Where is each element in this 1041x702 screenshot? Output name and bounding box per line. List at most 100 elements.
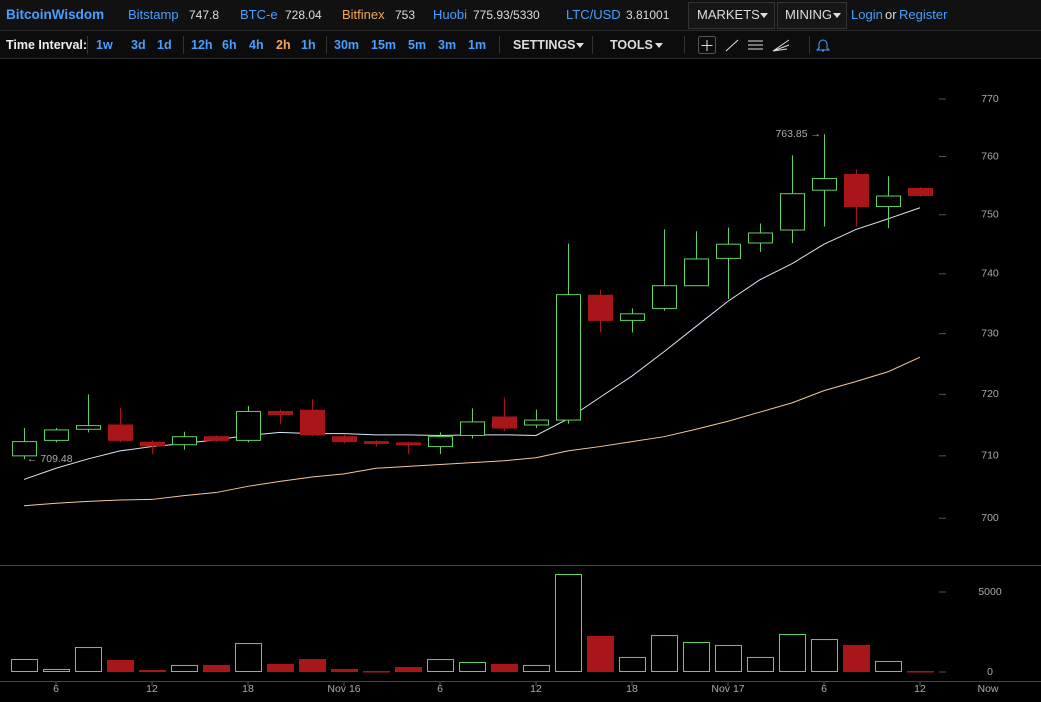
x-tick-label: 6	[821, 683, 827, 695]
x-tick-label: 12	[146, 683, 158, 695]
exchange-name[interactable]: LTC/USD	[566, 7, 621, 22]
x-tick-label: Nov 17	[711, 683, 744, 695]
volume-bar	[491, 664, 518, 672]
exchange-price: 753	[395, 8, 416, 22]
volume-bar	[683, 642, 710, 672]
exchange-name[interactable]: BTC-e	[240, 7, 278, 22]
candle-body	[524, 419, 549, 426]
markets-menu[interactable]	[688, 2, 775, 29]
volume-bar	[75, 647, 102, 672]
candle-body	[716, 243, 741, 259]
x-tick-label: 12	[914, 683, 926, 695]
low-label: ← 709.48	[27, 453, 73, 465]
candle-body	[364, 441, 389, 444]
exchange-name[interactable]: Bitstamp	[128, 7, 179, 22]
x-tick-label: Nov 16	[327, 683, 360, 695]
volume-bar	[811, 639, 838, 672]
moving-average	[23, 356, 921, 507]
y-tick-label: 720	[981, 388, 999, 400]
candle-body	[172, 436, 197, 446]
moving-average	[23, 207, 921, 480]
candle-body	[300, 409, 325, 436]
settings-menu[interactable]: SETTINGS	[513, 38, 576, 52]
candle-body	[684, 258, 709, 287]
candle-body	[332, 436, 357, 443]
x-tick-label: 18	[626, 683, 638, 695]
interval-option[interactable]: 12h	[191, 38, 213, 52]
y-tick-label: 770	[981, 93, 999, 105]
interval-option[interactable]: 5m	[408, 38, 427, 52]
volume-bar	[331, 668, 358, 673]
volume-bar	[203, 664, 230, 673]
candle-body	[812, 178, 837, 191]
volume-bar	[875, 660, 902, 673]
toolbar: Time Interval: SETTINGS TOOLS 1w 3d 1d 12h 6…	[0, 31, 1041, 59]
exchange-price: 3.81001	[626, 8, 670, 22]
y-tick-label: 760	[981, 150, 999, 162]
interval-option[interactable]: 30m	[334, 38, 360, 52]
separator	[499, 36, 500, 54]
volume-bar	[555, 574, 582, 672]
separator	[592, 36, 593, 54]
candle-body	[588, 294, 613, 321]
x-tick-label: 12	[530, 683, 542, 695]
candle-body	[204, 436, 229, 441]
interval-option[interactable]: 3m	[438, 38, 457, 52]
volume-bar	[107, 660, 134, 672]
interval-option[interactable]: 1m	[468, 38, 487, 52]
interval-option[interactable]: 15m	[371, 38, 397, 52]
interval-option[interactable]: 1w	[96, 38, 113, 52]
y-tick-label: 700	[981, 512, 999, 524]
volume-bar	[907, 671, 934, 673]
y-tick-label: 710	[981, 450, 999, 462]
top-bar: BitcoinWisdom Bitstamp 747.8 BTC-e 728.0…	[0, 0, 1041, 31]
volume-bar	[427, 659, 454, 672]
candle-body	[556, 294, 581, 421]
volume-tick-label: 5000	[978, 586, 1002, 598]
interval-option[interactable]: 1h	[301, 38, 316, 52]
candle-body	[236, 410, 261, 441]
interval-option[interactable]: 1d	[157, 38, 172, 52]
candle-body	[140, 441, 165, 447]
logo[interactable]: BitcoinWisdom	[6, 7, 105, 22]
chart: Now 700 710 720 730 740 750 760 770 0 5000 6 12 18 No…	[0, 93, 1041, 695]
candle-body	[492, 416, 517, 429]
register-link[interactable]: Register	[899, 7, 948, 22]
y-tick-label: 730	[981, 327, 999, 339]
candle-body	[268, 410, 293, 416]
volume-bar	[235, 643, 262, 672]
mining-label[interactable]: MINING	[785, 7, 832, 22]
interval-option[interactable]: 4h	[249, 38, 264, 52]
interval-option[interactable]: 6h	[222, 38, 237, 52]
candle-body	[748, 232, 773, 244]
volume-bar	[523, 664, 550, 673]
exchange-name[interactable]: Huobi	[433, 7, 467, 22]
volume-bar	[715, 644, 742, 673]
candle-body	[844, 173, 869, 208]
login-link[interactable]: Login	[851, 7, 883, 22]
candle-body	[460, 421, 485, 436]
volume-bar	[459, 662, 486, 672]
x-tick-label: 18	[242, 683, 254, 695]
x-tick-label: 6	[53, 683, 59, 695]
interval-label: Time Interval:	[6, 38, 88, 52]
separator	[684, 36, 685, 54]
drawing-tools[interactable]	[696, 35, 836, 55]
candle-body	[908, 187, 933, 196]
y-tick-label: 750	[981, 209, 999, 221]
tools-menu[interactable]: TOOLS	[610, 38, 653, 52]
separator	[326, 36, 327, 54]
markets-label[interactable]: MARKETS	[697, 7, 760, 22]
candle-body	[652, 285, 677, 309]
interval-option[interactable]: 2h	[276, 38, 291, 52]
x-tick-label: 6	[437, 683, 443, 695]
volume-bar	[43, 668, 70, 673]
candle-body	[780, 193, 805, 231]
exchange-name[interactable]: Bitfinex	[342, 7, 385, 22]
separator	[87, 36, 88, 54]
interval-option[interactable]: 3d	[131, 38, 146, 52]
exchange-price: 775.93/5330	[473, 8, 540, 22]
dropdown-arrow	[833, 13, 841, 18]
volume-bar	[779, 634, 806, 672]
candle-body	[620, 313, 645, 321]
